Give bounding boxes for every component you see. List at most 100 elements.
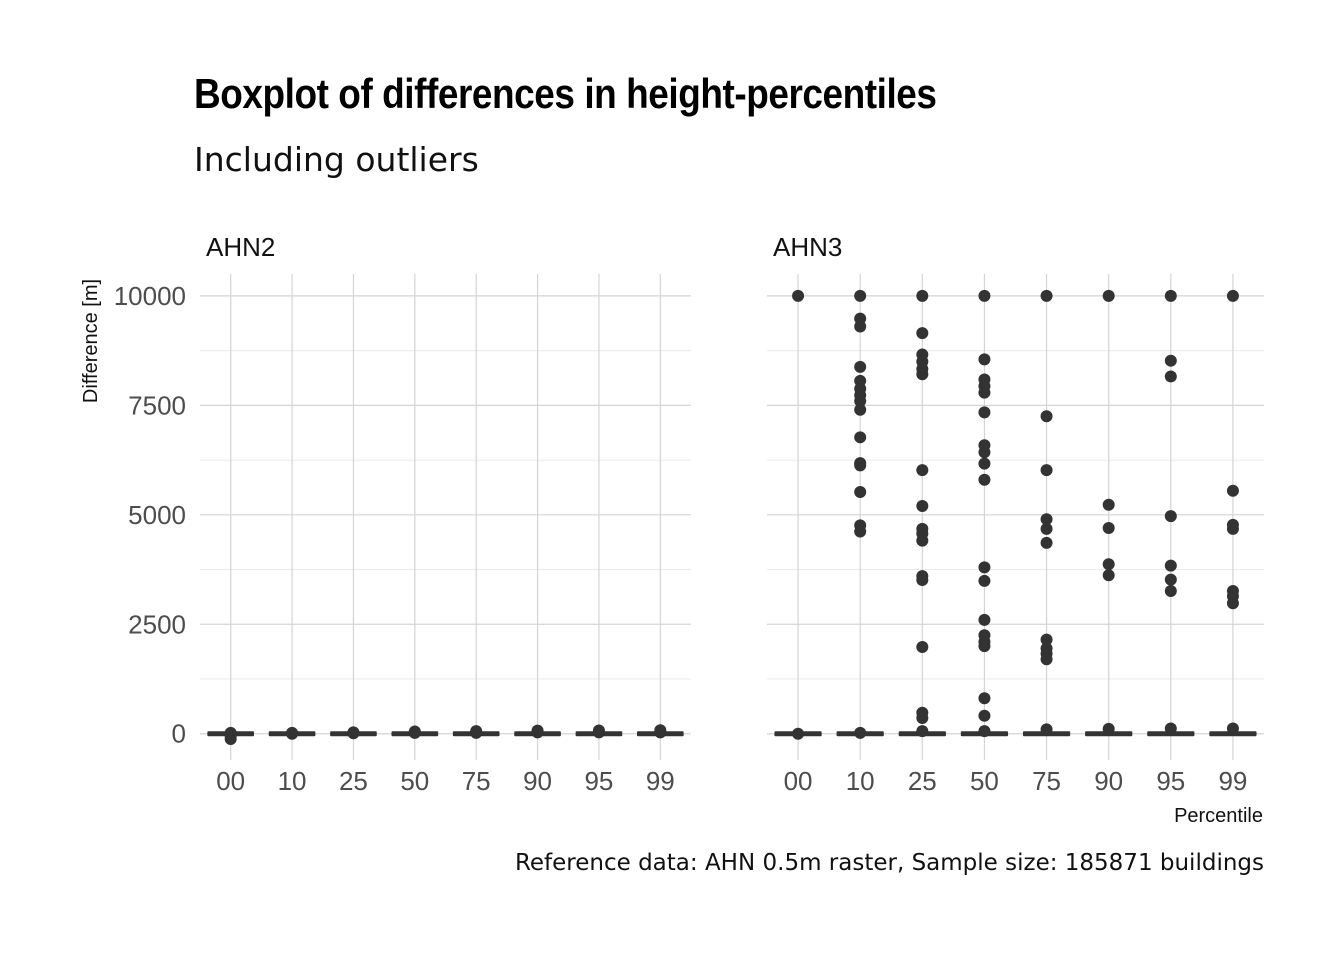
x-tick-label: 95 — [1156, 766, 1185, 796]
outlier-point — [408, 725, 421, 738]
outlier-point — [1164, 289, 1177, 302]
outlier-point — [1040, 410, 1053, 423]
outlier-point — [854, 394, 867, 407]
outlier-point — [1164, 573, 1177, 586]
panel-ahn2: AHN2 00 10 25 50 75 90 95 99 — [200, 232, 691, 796]
outlier-point — [978, 457, 991, 470]
outlier-point — [854, 486, 867, 499]
outlier-point — [1102, 722, 1115, 735]
facet-label: AHN3 — [773, 232, 842, 262]
panel-ahn3: AHN3 00 10 25 50 75 90 95 99 — [767, 232, 1264, 796]
outlier-point — [978, 473, 991, 486]
outlier-point — [916, 574, 929, 587]
outlier-point — [1102, 521, 1115, 534]
outlier-point — [1164, 370, 1177, 383]
outlier-point — [1040, 464, 1053, 477]
outlier-point — [978, 446, 991, 459]
x-tick-label: 90 — [1094, 766, 1123, 796]
outlier-point — [978, 574, 991, 587]
outlier-point — [470, 725, 483, 738]
x-tick-label: 75 — [1032, 766, 1061, 796]
outlier-point — [654, 724, 667, 737]
chart-subtitle: Including outliers — [194, 140, 479, 179]
outlier-point — [854, 360, 867, 373]
chart-caption: Reference data: AHN 0.5m raster, Sample … — [514, 850, 1264, 876]
chart-title: Boxplot of differences in height-percent… — [194, 70, 937, 117]
outlier-point — [1102, 558, 1115, 571]
x-tick-label: 00 — [216, 766, 245, 796]
x-tick-label: 99 — [646, 766, 675, 796]
outlier-point — [854, 459, 867, 472]
outlier-point — [916, 711, 929, 724]
outlier-point — [916, 534, 929, 547]
outlier-point — [854, 289, 867, 302]
y-tick-label: 5000 — [128, 500, 186, 530]
y-axis-label: Difference [m] — [80, 279, 102, 403]
outlier-point — [916, 500, 929, 513]
outlier-point — [978, 406, 991, 419]
outlier-point — [1040, 653, 1053, 666]
outlier-point — [1040, 289, 1053, 302]
outlier-point — [978, 692, 991, 705]
outlier-point — [916, 725, 929, 738]
outlier-point — [286, 726, 299, 739]
outlier-point — [1164, 722, 1177, 735]
x-axis-label: Percentile — [1174, 805, 1263, 827]
outlier-point — [1164, 584, 1177, 597]
outlier-point — [1226, 289, 1239, 302]
outlier-point — [1226, 597, 1239, 610]
outlier-point — [531, 724, 544, 737]
outlier-point — [854, 403, 867, 416]
outlier-point — [978, 561, 991, 574]
facet-label: AHN2 — [206, 232, 275, 262]
x-tick-label: 10 — [278, 766, 307, 796]
outlier-point — [1040, 513, 1053, 526]
outlier-point — [1040, 723, 1053, 736]
outlier-point — [978, 353, 991, 366]
outlier-point — [1226, 484, 1239, 497]
outlier-point — [224, 726, 237, 739]
outlier-point — [792, 289, 805, 302]
x-tick-label: 75 — [462, 766, 491, 796]
outlier-point — [978, 640, 991, 653]
outlier-point — [916, 368, 929, 381]
outlier-point — [854, 726, 867, 739]
outlier-point — [978, 709, 991, 722]
x-tick-label: 00 — [784, 766, 813, 796]
outlier-point — [978, 289, 991, 302]
outlier-point — [916, 327, 929, 340]
x-tick-label: 90 — [523, 766, 552, 796]
x-tick-label: 25 — [339, 766, 368, 796]
x-tick-label: 50 — [970, 766, 999, 796]
outlier-point — [978, 386, 991, 399]
outlier-point — [792, 727, 805, 740]
outlier-point — [592, 724, 605, 737]
y-tick-label: 0 — [172, 719, 186, 749]
outlier-point — [347, 726, 360, 739]
x-tick-label: 99 — [1218, 766, 1247, 796]
outlier-point — [854, 320, 867, 333]
outlier-point — [916, 641, 929, 654]
outlier-point — [1164, 354, 1177, 367]
outlier-point — [1164, 559, 1177, 572]
outlier-point — [1102, 569, 1115, 582]
outlier-point — [1164, 510, 1177, 523]
outlier-point — [1102, 498, 1115, 511]
outlier-point — [1040, 522, 1053, 535]
outlier-point — [1102, 289, 1115, 302]
x-tick-label: 50 — [400, 766, 429, 796]
x-tick-label: 10 — [846, 766, 875, 796]
outlier-point — [978, 613, 991, 626]
outlier-point — [916, 464, 929, 477]
outlier-point — [1040, 633, 1053, 646]
outlier-point — [1226, 722, 1239, 735]
y-tick-label: 10000 — [114, 281, 186, 311]
outlier-point — [978, 725, 991, 738]
outlier-point — [1040, 536, 1053, 549]
outlier-point — [854, 525, 867, 538]
y-tick-label: 2500 — [128, 609, 186, 639]
outlier-point — [1226, 522, 1239, 535]
outlier-point — [854, 431, 867, 444]
x-tick-label: 25 — [908, 766, 937, 796]
